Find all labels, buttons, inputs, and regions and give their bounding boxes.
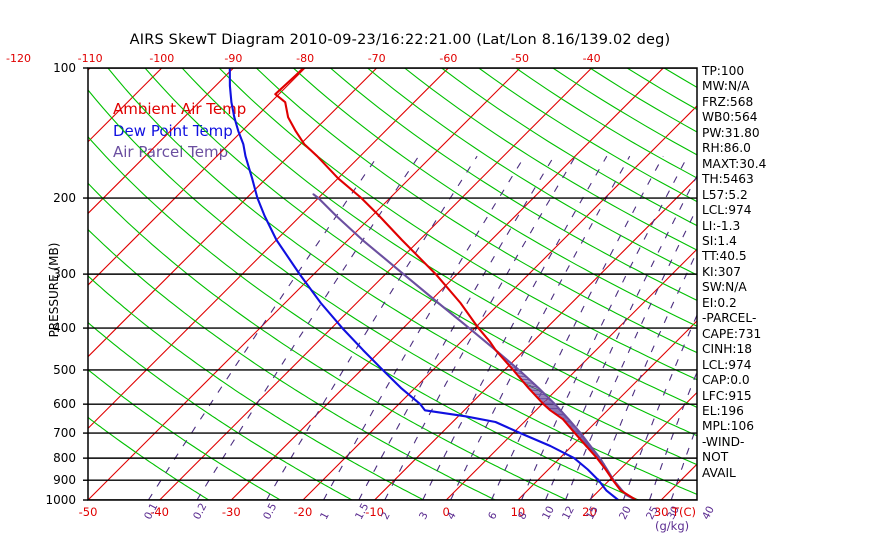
mixing-ratio-tick: 12 [559,504,577,522]
indices-panel: TP:100 MW:N/A FRZ:568 WB0:564 PW:31.80 RH:86.… [702,64,822,481]
index-value: MW:N/A [702,79,750,94]
pressure-tick: 300 [53,267,76,282]
index-value: LCL:974 [702,357,752,372]
index-value: MAXT:30.4 [702,156,767,171]
index-value: LFC:915 [702,388,752,403]
index-value: CAP:0.0 [702,373,750,388]
bottom-axis-tick: -10 [365,505,384,519]
index-value: SW:N/A [702,280,747,295]
pressure-tick: 800 [53,451,76,466]
index-value: MPL:106 [702,419,755,434]
mixing-ratio-tick: 0.5 [260,501,279,522]
mixing-ratio-tick: 1 [317,510,332,522]
mixing-ratio-tick: 6 [485,510,500,522]
index-value: PW:31.80 [702,125,760,140]
pressure-tick: 1000 [45,493,76,507]
temperature-axis-label: T(C) [672,505,697,519]
pressure-tick: 400 [53,321,76,336]
pressure-tick: 600 [53,397,76,412]
index-value: TT:40.5 [702,249,747,264]
index-value: L57:5.2 [702,187,748,202]
mixing-ratio-tick: 3 [416,510,431,522]
index-value: EI:0.2 [702,295,737,310]
bottom-axis-tick: -50 [78,505,98,519]
mixing-ratio-tick: 10 [539,504,557,522]
top-axis-tick: -40 [582,52,601,65]
index-value: FRZ:568 [702,94,754,109]
pressure-tick: 500 [53,363,76,377]
bottom-axis-tick: -30 [221,505,241,519]
mixing-ratio-axis-label: (g/kg) [655,519,690,533]
mixing-ratio-tick: 40 [700,504,717,522]
mixing-ratio-tick: 8 [515,510,530,522]
mixing-ratio-tick: 4 [444,510,459,522]
index-value: CAPE:731 [702,326,762,341]
bottom-axis-tick: -20 [293,505,313,519]
top-axis-tick: -50 [511,52,529,65]
legend-ambient-air-temp: Ambient Air Temp [113,100,247,118]
top-axis-tick: -60 [439,52,458,65]
index-value: NOT [702,450,729,465]
top-axis-tick: -80 [296,52,315,65]
top-axis-tick: -120 [6,52,31,65]
legend-air-parcel-temp: Air Parcel Temp [113,143,229,161]
bottom-axis-tick: 0 [442,505,450,519]
top-axis-tick: -90 [224,52,243,65]
index-value: CINH:18 [702,342,752,357]
pressure-tick: 700 [53,426,76,441]
index-value: RH:86.0 [702,141,751,156]
top-axis-tick: -100 [149,52,175,65]
mixing-ratio-tick: 0.2 [191,501,210,522]
pressure-tick: 200 [53,191,76,205]
bottom-axis-tick: 20 [582,505,597,519]
index-value: WB0:564 [702,110,758,125]
mixing-ratio-tick: 20 [617,504,635,522]
index-value: AVAIL [702,465,736,480]
bottom-axis-tick: 30 [653,505,669,519]
mixing-ratio-tick: 2 [378,510,393,522]
index-value: TP:100 [702,64,745,78]
top-axis-tick: -70 [367,52,386,65]
index-value: SI:1.4 [702,233,737,248]
index-value: -WIND- [702,434,745,449]
pressure-axis-label: PRESSURE (MB) [47,242,61,338]
bottom-axis-tick: -40 [150,505,169,519]
index-value: KI:307 [702,264,741,279]
index-value: -PARCEL- [702,311,757,326]
pressure-tick: 900 [53,473,76,488]
index-value: EL:196 [702,403,744,418]
index-value: LI:-1.3 [702,218,741,233]
page-title: AIRS SkewT Diagram 2010-09-23/16:22:21.0… [129,32,671,48]
bottom-axis-tick: 10 [510,505,526,519]
index-value: TH:5463 [702,172,754,187]
top-axis-tick: -110 [77,52,103,65]
pressure-tick: 100 [53,61,76,75]
index-value: LCL:974 [702,203,752,218]
legend-dew-point-temp: Dew Point Temp [113,122,233,140]
